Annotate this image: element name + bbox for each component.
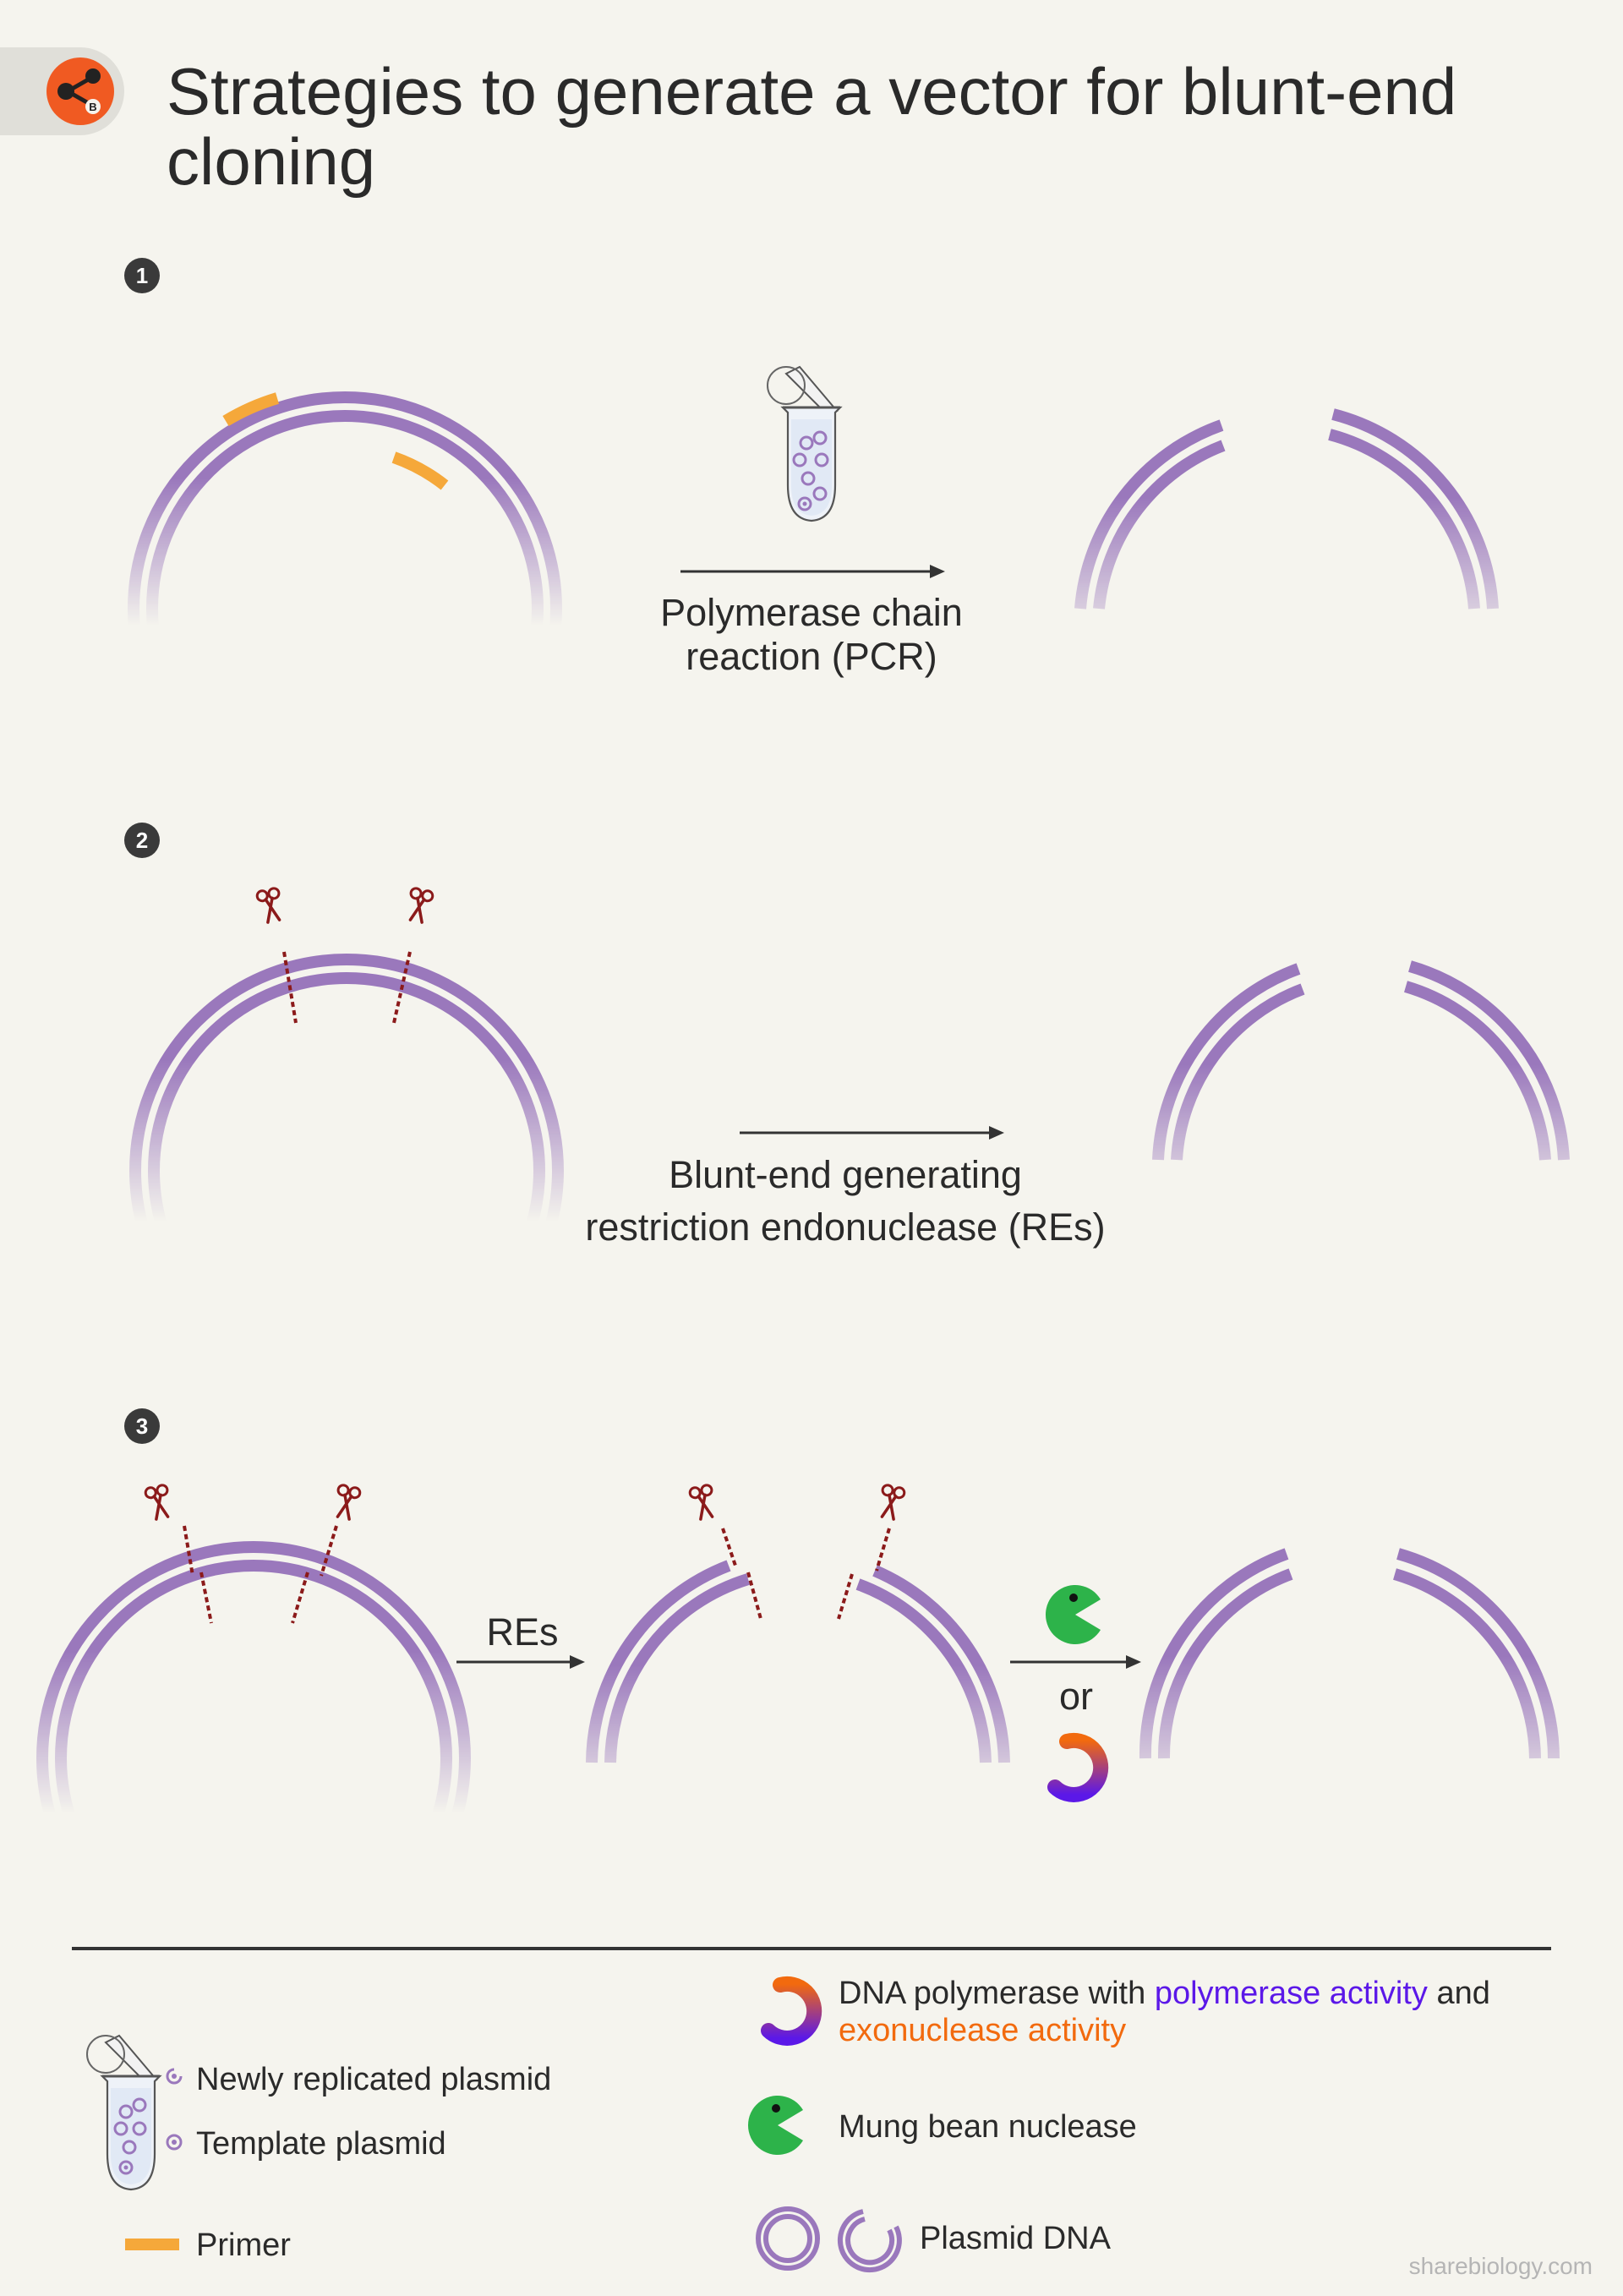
template-plasmid-icon (166, 2134, 183, 2151)
svg-text:2: 2 (136, 828, 148, 853)
plasmid-blunt-ends (1139, 1548, 1560, 1759)
plasmid-linearized-step2 (1152, 960, 1570, 1161)
cut-line (721, 1528, 737, 1566)
sharebiology-logo-icon[interactable]: B (46, 57, 114, 125)
step-number-badge: 3 (124, 1408, 160, 1444)
plasmid-linearized-step1 (1074, 408, 1499, 610)
svg-text:B: B (89, 101, 96, 113)
svg-text:1: 1 (136, 263, 148, 288)
cut-line (837, 1573, 854, 1620)
svg-text:3: 3 (136, 1413, 148, 1439)
plasmid-circular-step1 (128, 391, 562, 826)
plasmid-dna-icon (756, 2206, 902, 2273)
legend: Newly replicated plasmid Template plasmi… (85, 1976, 1490, 2273)
arrow-label-line1: Blunt-end generating (669, 1153, 1022, 1196)
cut-site-right-top (320, 1525, 338, 1577)
arrow-restriction (740, 1126, 1004, 1140)
scissors-icon (143, 1482, 175, 1522)
cut-line (746, 1572, 762, 1620)
legend-primer: Primer (196, 2228, 291, 2263)
scissors-icon (403, 885, 435, 926)
arrow-pcr (680, 565, 945, 578)
legend-newly-replicated: Newly replicated plasmid (196, 2062, 551, 2097)
dna-polymerase-icon (1047, 1732, 1109, 1802)
scissors-icon (254, 885, 287, 926)
pcr-tube-icon (766, 365, 842, 522)
legend-tube-icon (85, 2034, 161, 2191)
newly-replicated-plasmid-icon (166, 2068, 183, 2085)
watermark: sharebiology.com (1409, 2253, 1593, 2279)
header: B Strategies to generate a vector for bl… (0, 47, 1456, 199)
legend-dna-polymerase: DNA polymerase with polymerase activity … (839, 1976, 1490, 2011)
legend-exonuclease-activity: exonuclease activity (839, 2013, 1126, 2048)
primer-reverse (391, 451, 449, 490)
primer-forward (222, 392, 280, 427)
arrow-res (456, 1655, 585, 1669)
step-number-badge: 1 (124, 258, 160, 293)
page-title-line2: cloning (167, 124, 375, 199)
arrow-label-line2: restriction endonuclease (REs) (585, 1205, 1105, 1249)
step-1: 1 Polymerase chain reaction (PCR) (124, 258, 1499, 826)
step-number-badge: 2 (124, 823, 160, 858)
step-3: 3 REs (36, 1408, 1560, 1976)
cut-site-right (392, 951, 412, 1024)
arrow-nuclease (1010, 1655, 1141, 1669)
plasmid-sticky-ends (586, 1560, 1010, 1763)
plasmid-circular-step2 (129, 954, 564, 1388)
plasmid-circular-step3 (36, 1541, 471, 1976)
cut-site-right-bottom (291, 1572, 309, 1624)
step-2: 2 Blunt-end generating restriction endon… (124, 823, 1570, 1388)
cut-line (875, 1528, 891, 1572)
arrow-label-res: REs (486, 1610, 558, 1654)
scissors-icon (875, 1482, 907, 1522)
mung-bean-nuclease-icon (1045, 1585, 1101, 1644)
scissors-icon (687, 1482, 719, 1522)
arrow-label-line1: Polymerase chain (660, 591, 963, 634)
legend-mung-bean: Mung bean nuclease (839, 2109, 1137, 2145)
cut-site-left-bottom (199, 1572, 213, 1624)
dna-polymerase-icon (761, 1976, 822, 2046)
cut-site-left (282, 951, 298, 1024)
mung-bean-nuclease-icon (747, 2096, 803, 2155)
page-title-line1: Strategies to generate a vector for blun… (167, 54, 1456, 128)
legend-plasmid-dna: Plasmid DNA (920, 2221, 1112, 2256)
or-label: or (1059, 1675, 1093, 1718)
scissors-icon (331, 1482, 363, 1522)
legend-template: Template plasmid (196, 2126, 446, 2162)
arrow-label-line2: reaction (PCR) (686, 635, 937, 678)
